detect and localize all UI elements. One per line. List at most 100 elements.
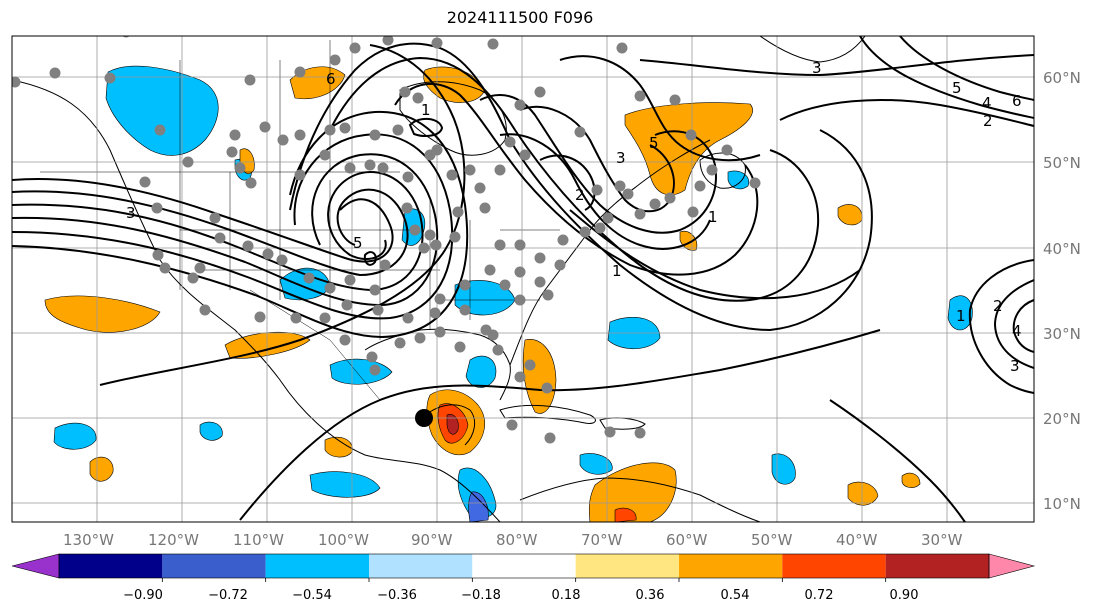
station-dot bbox=[242, 240, 254, 252]
lon-label: 130°W bbox=[63, 531, 114, 549]
colorbar-tick-label: 0.36 bbox=[636, 588, 665, 603]
colorbar-extend-high bbox=[988, 553, 1036, 579]
lon-label: 120°W bbox=[148, 531, 199, 549]
neg-area-central-america-core bbox=[468, 491, 489, 522]
colorbar-segment bbox=[59, 554, 163, 578]
contour-23 bbox=[1012, 299, 1034, 353]
contour-label: 3 bbox=[812, 59, 822, 77]
colorbar-tick-label: −0.90 bbox=[123, 588, 163, 603]
contour-11 bbox=[479, 94, 717, 234]
neg-area-newfoundland bbox=[727, 170, 750, 190]
station-dot bbox=[154, 124, 166, 136]
contour-24 bbox=[829, 399, 966, 522]
colorbar-tick-label: 0.54 bbox=[721, 588, 750, 603]
lat-label: 10°N bbox=[1043, 495, 1081, 513]
station-dot bbox=[349, 42, 361, 54]
station-dot bbox=[402, 312, 414, 324]
station-dot bbox=[431, 37, 443, 49]
station-dot bbox=[424, 229, 436, 241]
station-dot bbox=[694, 180, 706, 192]
lon-label: 100°W bbox=[318, 531, 369, 549]
station-dot bbox=[446, 169, 458, 181]
station-dot bbox=[634, 90, 646, 102]
contour-17 bbox=[639, 54, 1034, 77]
station-dot bbox=[622, 188, 634, 200]
station-dot bbox=[159, 262, 171, 274]
station-dot bbox=[49, 67, 61, 79]
station-dot bbox=[434, 293, 446, 305]
station-dot bbox=[524, 359, 536, 371]
contour-label: 2 bbox=[993, 297, 1003, 315]
station-dot bbox=[276, 254, 288, 266]
pos-area-atlantic-east bbox=[847, 481, 879, 506]
station-dot bbox=[554, 259, 566, 271]
station-dot bbox=[324, 124, 336, 136]
station-dot bbox=[234, 162, 246, 174]
station-dot bbox=[369, 284, 381, 296]
colorbar-tick-label: −0.18 bbox=[461, 588, 501, 603]
station-dot bbox=[431, 144, 443, 156]
station-dot bbox=[579, 226, 591, 238]
station-dot bbox=[542, 289, 554, 301]
station-dot bbox=[459, 304, 471, 316]
station-dot bbox=[290, 312, 302, 324]
lon-label: 80°W bbox=[496, 531, 538, 549]
station-dot bbox=[514, 99, 526, 111]
station-dot bbox=[541, 382, 553, 394]
station-dot bbox=[534, 276, 546, 288]
station-dot bbox=[209, 212, 221, 224]
contour-label: 1 bbox=[421, 101, 431, 119]
station-dot bbox=[479, 202, 491, 214]
station-dot bbox=[382, 36, 394, 46]
station-dot bbox=[226, 146, 238, 158]
yucatan-coast bbox=[419, 404, 476, 446]
station-dot bbox=[459, 279, 471, 291]
contour-8 bbox=[289, 42, 873, 332]
station-dot bbox=[379, 259, 391, 271]
colorbar-tick-label: −0.72 bbox=[208, 588, 248, 603]
station-dot bbox=[664, 192, 676, 204]
station-dot bbox=[480, 324, 492, 336]
neg-area-florida-west bbox=[199, 421, 223, 441]
station-dot bbox=[591, 184, 603, 196]
station-dot bbox=[706, 164, 718, 176]
station-dot bbox=[402, 171, 414, 183]
colorbar-segment bbox=[472, 554, 576, 578]
latitude-labels: 60°N 50°N 40°N 30°N 20°N 10°N bbox=[1043, 69, 1081, 513]
colorbar-segment bbox=[265, 554, 369, 578]
station-dot bbox=[412, 92, 424, 104]
lat-label: 50°N bbox=[1043, 154, 1081, 172]
colorbar-tick-label: 0.18 bbox=[552, 588, 581, 603]
colorbar-frame bbox=[58, 553, 990, 579]
station-dot bbox=[602, 212, 614, 224]
neg-area-pacific bbox=[53, 422, 97, 450]
neg-area-canada-west bbox=[105, 65, 219, 156]
station-dot bbox=[604, 426, 616, 438]
station-dot bbox=[574, 126, 586, 138]
station-dot bbox=[514, 371, 526, 383]
station-dot bbox=[430, 239, 442, 251]
colorbar-tick-label: 0.90 bbox=[890, 588, 919, 603]
station-dot bbox=[401, 202, 413, 214]
station-dot bbox=[634, 208, 646, 220]
station-dot bbox=[369, 364, 381, 376]
contour-3 bbox=[12, 170, 424, 292]
colorbar-segment bbox=[369, 554, 473, 578]
station-dot bbox=[534, 86, 546, 98]
lon-label: 60°W bbox=[666, 531, 708, 549]
station-dot bbox=[366, 351, 378, 363]
station-dot bbox=[364, 159, 376, 171]
station-dot bbox=[685, 129, 697, 141]
colorbar-labels: −0.90 −0.72 −0.54 −0.36 −0.18 0.18 0.36 … bbox=[123, 588, 918, 603]
colorbar-segment bbox=[782, 554, 886, 578]
lat-label: 40°N bbox=[1043, 240, 1081, 258]
contour-7 bbox=[99, 44, 466, 386]
contour-label: 4 bbox=[1012, 322, 1022, 340]
neg-area-pacific-south bbox=[309, 471, 381, 498]
station-dot bbox=[152, 249, 164, 261]
contour-10 bbox=[394, 82, 759, 276]
lon-label: 70°W bbox=[581, 531, 623, 549]
lat-label: 30°N bbox=[1043, 325, 1081, 343]
station-dot bbox=[369, 129, 381, 141]
